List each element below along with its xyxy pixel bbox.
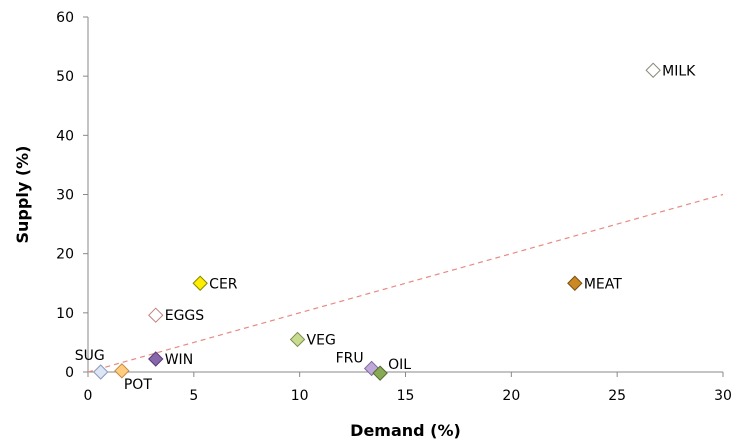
point-label-sug: SUG (75, 348, 105, 364)
y-axis-title: Supply (%) (13, 146, 32, 244)
y-tick-label: 30 (56, 188, 74, 204)
x-tick-label: 5 (189, 388, 198, 404)
point-win (148, 351, 164, 367)
y-tick-label: 0 (65, 365, 74, 381)
point-label-milk: MILK (662, 63, 696, 79)
point-eggs (148, 307, 164, 323)
point-label-fru: FRU (336, 350, 364, 366)
point-meat (567, 275, 583, 291)
x-tick-label: 10 (291, 388, 309, 404)
point-cer (192, 275, 208, 291)
point-label-cer: CER (209, 276, 238, 292)
y-tick-label: 50 (56, 69, 74, 85)
x-tick-label: 0 (84, 388, 93, 404)
reference-line (87, 193, 724, 373)
point-label-oil: OIL (388, 357, 411, 373)
y-tick-label: 60 (56, 10, 74, 26)
point-sug (92, 364, 109, 380)
point-oil (372, 365, 388, 381)
point-label-win: WIN (165, 352, 193, 368)
point-label-eggs: EGGS (165, 308, 205, 324)
axes: 0 10 20 30 40 50 60 0 5 10 15 20 25 30 (56, 10, 732, 404)
point-label-pot: POT (124, 377, 152, 393)
y-tick-label: 20 (56, 247, 74, 263)
point-veg (289, 331, 306, 348)
point-label-veg: VEG (307, 332, 336, 348)
point-label-meat: MEAT (584, 276, 622, 292)
y-tick-label: 40 (56, 128, 74, 144)
x-tick-label: 15 (397, 388, 415, 404)
point-milk (645, 62, 661, 78)
x-tick-label: 20 (502, 388, 520, 404)
reference-line-group (87, 193, 724, 373)
x-axis-title: Demand (%) (350, 421, 461, 440)
point-pot (114, 363, 130, 379)
y-tick-label: 10 (56, 306, 74, 322)
x-tick-label: 25 (608, 388, 626, 404)
x-tick-label: 30 (714, 388, 732, 404)
